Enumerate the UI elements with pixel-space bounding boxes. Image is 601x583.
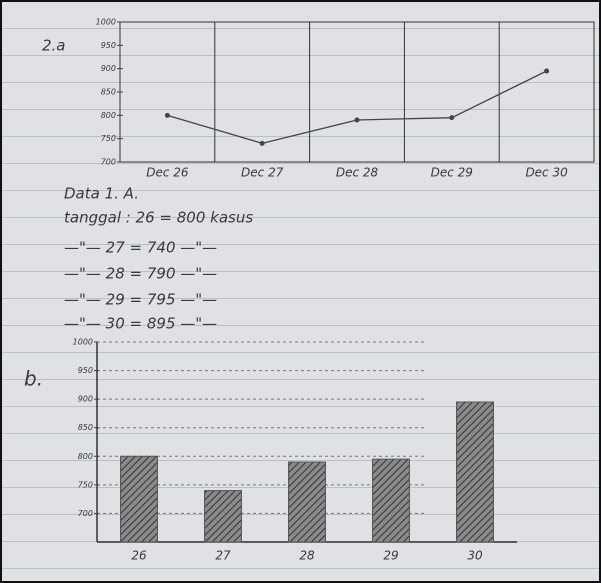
note-line: —"— 27 = 740 —"— [64,239,217,257]
y-tick-label: 700 [101,158,116,167]
note-line: Data 1. A. [64,185,139,203]
point [544,68,550,74]
y-tick-label: 800 [101,111,116,120]
y-tick-label: 850 [101,88,116,97]
part-label: b. [24,367,43,391]
note-line: —"— 29 = 795 —"— [64,291,217,309]
line [167,70,547,145]
y-tick-label: 700 [78,509,93,518]
point [449,115,455,121]
x-tick-label: Dec 30 [525,166,568,180]
x-tick-label: Dec 26 [146,166,189,180]
part-label: 2.a [42,37,66,55]
note-line: tanggal : 26 = 800 kasus [64,209,253,227]
bar [456,401,494,543]
y-tick-label: 950 [78,366,93,375]
y-tick-label: 750 [101,134,116,143]
bar [204,490,242,543]
y-tick-label: 750 [78,480,93,489]
x-tick-label: 29 [383,549,398,563]
y-tick-label: 950 [101,41,116,50]
bar [288,461,326,543]
y-tick-label: 1000 [96,18,116,27]
x-tick-label: 28 [299,549,315,563]
x-tick-label: Dec 29 [431,166,473,180]
x-tick-label: 26 [131,549,147,563]
bar [120,455,158,543]
bar [372,458,410,543]
x-tick-label: 30 [467,549,483,563]
y-tick-label: 1000 [73,338,93,347]
point [164,112,170,118]
y-tick-label: 850 [78,423,93,432]
point [354,117,360,123]
y-tick-label: 800 [78,452,93,461]
plot-frame [119,21,595,163]
y-tick-label: 900 [78,395,93,404]
point [259,140,265,146]
note-line: —"— 30 = 895 —"— [64,315,217,333]
x-tick-label: 27 [215,549,231,563]
note-line: —"— 28 = 790 —"— [64,265,217,283]
x-tick-label: Dec 28 [336,166,379,180]
x-tick-label: Dec 27 [241,166,284,180]
y-tick-label: 900 [101,64,116,73]
